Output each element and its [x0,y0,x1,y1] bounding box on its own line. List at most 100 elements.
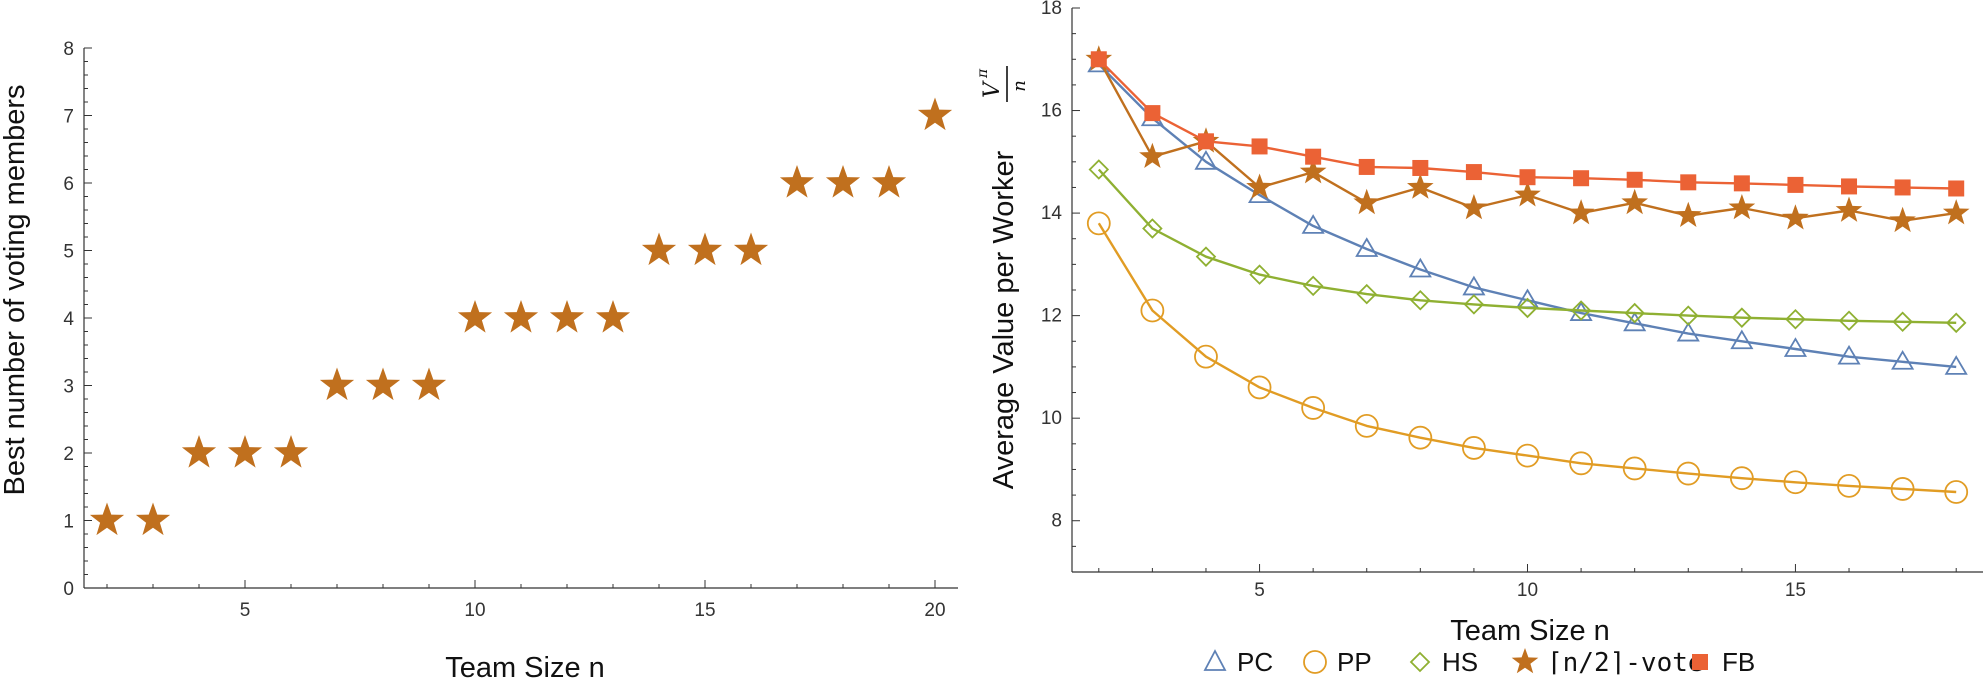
series-point [1676,461,1701,486]
series-point [1086,211,1111,236]
right-y-tick-label: 8 [1051,511,1062,532]
legend-label: PP [1337,647,1372,677]
series-point [1197,133,1214,150]
series-point [1944,480,1969,504]
series-point [1144,105,1161,122]
ylabel-fraction-superscript: π [975,68,991,79]
star-point [687,232,723,266]
series-point [1195,246,1217,267]
series-point [1837,473,1861,498]
left-y-tick-label: 3 [63,377,74,398]
series-point [1835,196,1863,222]
series-point [1460,194,1488,220]
series-point [1246,173,1273,199]
star-point [641,232,677,266]
star-point [503,300,539,333]
right-x-axis-label: Team Size n [1450,615,1610,647]
series-point [1948,180,1965,197]
series-point [1945,312,1967,334]
right-x-tick-label: 5 [1254,580,1265,601]
series-point [1889,206,1916,233]
star-point [135,502,171,536]
series-point [1355,237,1379,257]
series-open-diamond [1088,159,1967,334]
series-point [1787,176,1804,193]
series-point [1733,175,1750,192]
series-point [1624,302,1645,324]
legend-label: HS [1442,647,1478,677]
left-scatter-panel: 5 10 15 20 0 1 2 3 4 5 6 7 8 Team Size n Best number… [0,39,958,684]
legend-label: PC [1237,647,1273,677]
series-point [1301,214,1325,234]
left-y-tick-label: 4 [63,309,74,330]
right-y-axis-label: Average Value per Worker [988,150,1020,489]
star-point [273,435,309,468]
series-point [1621,188,1648,215]
series-point [1942,199,1970,225]
star-point [227,435,263,468]
series-point [1837,344,1861,365]
series-point [1142,218,1163,239]
series-point [1517,297,1538,319]
series-point [1139,142,1166,168]
series-point [1680,174,1697,191]
ylabel-fraction-denominator: n [1009,80,1030,92]
star-point [917,97,953,131]
series-point [1729,466,1754,491]
series-point [1892,311,1913,333]
series-point [1570,300,1592,321]
series-line [1097,222,1957,494]
left-y-tick-label: 2 [63,444,74,465]
right-y-tick-label: 18 [1041,0,1062,19]
series-line [1097,58,1957,190]
series-point [1407,173,1434,199]
series-point [1251,138,1268,155]
right-y-tick-label: 12 [1041,306,1062,327]
right-legend: PC PP HS ⌈n/2⌉-vote FB [1203,647,1755,678]
left-x-tick-label: 5 [240,600,251,621]
star-point [779,165,815,198]
star-point [89,502,125,536]
left-y-axis-label: Best number of voting members [0,84,31,495]
series-point [1410,289,1431,311]
star-point [871,165,907,198]
left-x-axis-label: Team Size n [445,652,605,684]
series-point [1841,178,1858,195]
series-point [1785,308,1806,330]
series-point [1299,158,1327,184]
series-open-circle [1086,211,1969,504]
series-point [1090,51,1107,68]
right-y-tick-label: 16 [1041,101,1062,122]
legend-marker [1409,651,1431,673]
series-point [1569,451,1593,476]
series-point [1194,344,1218,369]
right-x-tick-label: 15 [1785,580,1806,601]
star-point [549,300,585,333]
legend-marker [1203,649,1227,671]
series-point [1891,350,1915,370]
series-filled-star [1085,45,1970,233]
series-point [1894,179,1911,196]
series-point [1622,456,1647,481]
left-y-tick-label: 5 [63,242,74,263]
series-point [1676,321,1700,342]
series-point [1140,298,1165,323]
left-y-tick-label: 7 [63,107,74,128]
series-point [1514,181,1541,207]
series-point [1782,204,1809,230]
series-point [1088,159,1110,180]
series-point [1249,264,1270,285]
right-x-tick-label: 10 [1517,580,1538,601]
series-point [1358,158,1375,175]
left-x-tick-label: 20 [924,600,945,621]
right-y-tick-label: 10 [1041,408,1062,429]
series-point [1302,275,1324,297]
legend-marker [1511,648,1539,674]
series-point [1462,436,1486,460]
left-y-tick-label: 8 [63,39,74,60]
series-point [1731,307,1753,328]
star-point [319,367,355,401]
series-point [1408,257,1432,278]
series-point [1519,169,1536,186]
